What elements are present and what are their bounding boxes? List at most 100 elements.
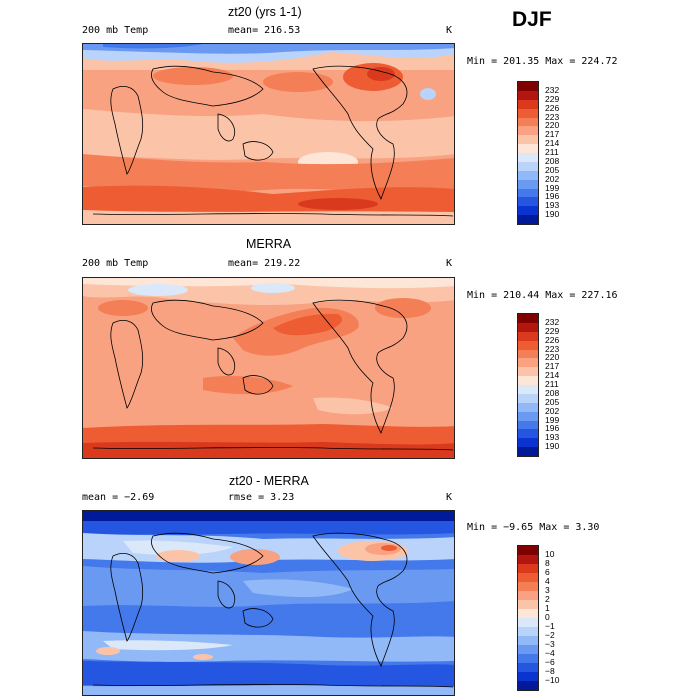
min-max-label: Min = 201.35 Max = 224.72 — [467, 56, 618, 67]
colorbar-swatch — [518, 170, 538, 180]
colorbar-tick-label: 220 — [545, 120, 560, 131]
colorbar-swatch — [518, 645, 538, 654]
colorbar-tick-label: 226 — [545, 334, 560, 345]
colorbar-tick-label: 3 — [545, 585, 550, 595]
colorbar-swatch — [518, 349, 538, 359]
colorbar-swatch — [518, 179, 538, 189]
colorbar-swatch — [518, 322, 538, 332]
colorbar-swatch — [518, 582, 538, 591]
colorbar-tick-label: −6 — [545, 657, 555, 667]
colorbar — [517, 545, 539, 691]
contour-map — [82, 510, 455, 696]
colorbar-swatch — [518, 367, 538, 377]
mean-label: mean= 219.22 — [228, 258, 301, 269]
colorbar-tick-label: 6 — [545, 567, 550, 577]
colorbar-tick-label: 8 — [545, 558, 550, 568]
colorbar-tick-label: 199 — [545, 182, 560, 193]
unit-label: K — [446, 258, 453, 269]
colorbar-tick-label: −10 — [545, 675, 560, 685]
colorbar-swatch — [518, 135, 538, 145]
colorbar-tick-label: 211 — [545, 379, 559, 389]
colorbar — [517, 313, 539, 457]
rmse-label: rmse = 3.23 — [228, 492, 295, 503]
colorbar-tick-label: 223 — [545, 343, 560, 354]
colorbar-tick-label: 193 — [545, 200, 560, 211]
season-title: DJF — [512, 8, 552, 31]
colorbar-swatch — [518, 90, 538, 100]
colorbar-swatch — [518, 385, 538, 394]
min-max-label: Min = −9.65 Max = 3.30 — [467, 522, 600, 533]
variable-label: 200 mb Temp — [82, 25, 149, 36]
colorbar-swatches — [518, 82, 538, 224]
colorbar-swatch — [518, 627, 538, 636]
colorbar-tick-label: 190 — [545, 209, 560, 220]
colorbar-tick-label: 196 — [545, 423, 560, 434]
colorbar-swatch — [518, 573, 538, 582]
colorbar-tick-label: 208 — [545, 387, 560, 398]
colorbar-swatch — [518, 663, 538, 672]
colorbar-tick-label: 217 — [545, 361, 560, 372]
variable-label: 200 mb Temp — [82, 258, 149, 269]
colorbar-tick-label: 229 — [545, 325, 560, 336]
colorbar-swatch — [518, 358, 538, 368]
colorbar-swatch — [518, 636, 538, 645]
colorbar-tick-label: −3 — [545, 639, 555, 649]
panel-title: zt20 - MERRA — [229, 474, 309, 488]
panel-title: MERRA — [246, 237, 292, 251]
colorbar-swatch — [518, 340, 538, 350]
colorbar-tick-label: 226 — [545, 102, 560, 113]
colorbar-tick-label: 196 — [545, 191, 560, 202]
colorbar-swatch — [518, 126, 538, 136]
colorbar-swatch — [518, 393, 538, 403]
colorbar-swatch — [518, 188, 538, 198]
colorbar-swatch — [518, 153, 538, 162]
colorbar-tick-label: 214 — [545, 138, 560, 149]
colorbar-swatch — [518, 618, 538, 627]
colorbar-tick-label: 229 — [545, 93, 560, 104]
colorbar-tick-label: 199 — [545, 414, 560, 425]
colorbar-tick-label: 10 — [545, 549, 555, 559]
colorbar-swatch — [518, 402, 538, 412]
colorbar-swatch — [518, 411, 538, 421]
colorbar-swatches — [518, 546, 538, 690]
colorbar-tick-label: 202 — [545, 405, 560, 416]
colorbar-swatch — [518, 161, 538, 171]
mean-label: mean= 216.53 — [228, 25, 301, 36]
colorbar-tick-label: 217 — [545, 129, 560, 140]
colorbar-swatch — [518, 681, 538, 690]
colorbar-tick-label: 232 — [545, 316, 560, 327]
colorbar-swatch — [518, 654, 538, 663]
colorbar-swatch — [518, 117, 538, 127]
unit-label: K — [446, 25, 453, 36]
colorbar-swatch — [518, 429, 538, 439]
colorbar-swatch — [518, 438, 538, 448]
colorbar-swatch — [518, 609, 538, 618]
colorbar-swatch — [518, 564, 538, 573]
colorbar-swatch — [518, 314, 538, 323]
colorbar-tick-label: 205 — [545, 164, 560, 175]
colorbar-swatch — [518, 197, 538, 207]
colorbar-swatch — [518, 376, 538, 385]
colorbar-tick-label: −1 — [545, 621, 555, 631]
colorbar-tick-label: 0 — [545, 612, 550, 622]
contour-map — [82, 277, 455, 459]
colorbar-swatch — [518, 600, 538, 609]
colorbar-swatch — [518, 555, 538, 564]
colorbar-tick-label: −2 — [545, 630, 555, 640]
colorbar-tick-label: 211 — [545, 147, 559, 157]
colorbar-swatch — [518, 546, 538, 555]
colorbar-tick-label: 208 — [545, 155, 560, 166]
colorbar-tick-label: 4 — [545, 576, 550, 586]
colorbar-swatch — [518, 108, 538, 118]
colorbar-tick-label: 232 — [545, 84, 560, 95]
colorbar-swatch — [518, 672, 538, 681]
unit-label: K — [446, 492, 453, 503]
colorbar-swatch — [518, 331, 538, 341]
panel-title: zt20 (yrs 1-1) — [228, 5, 302, 19]
colorbar-tick-label: 190 — [545, 441, 560, 452]
colorbar-tick-label: 2 — [545, 594, 550, 604]
contour-map — [82, 43, 455, 225]
colorbar-tick-label: 223 — [545, 111, 560, 122]
colorbar-swatch — [518, 144, 538, 153]
colorbar-swatches — [518, 314, 538, 456]
